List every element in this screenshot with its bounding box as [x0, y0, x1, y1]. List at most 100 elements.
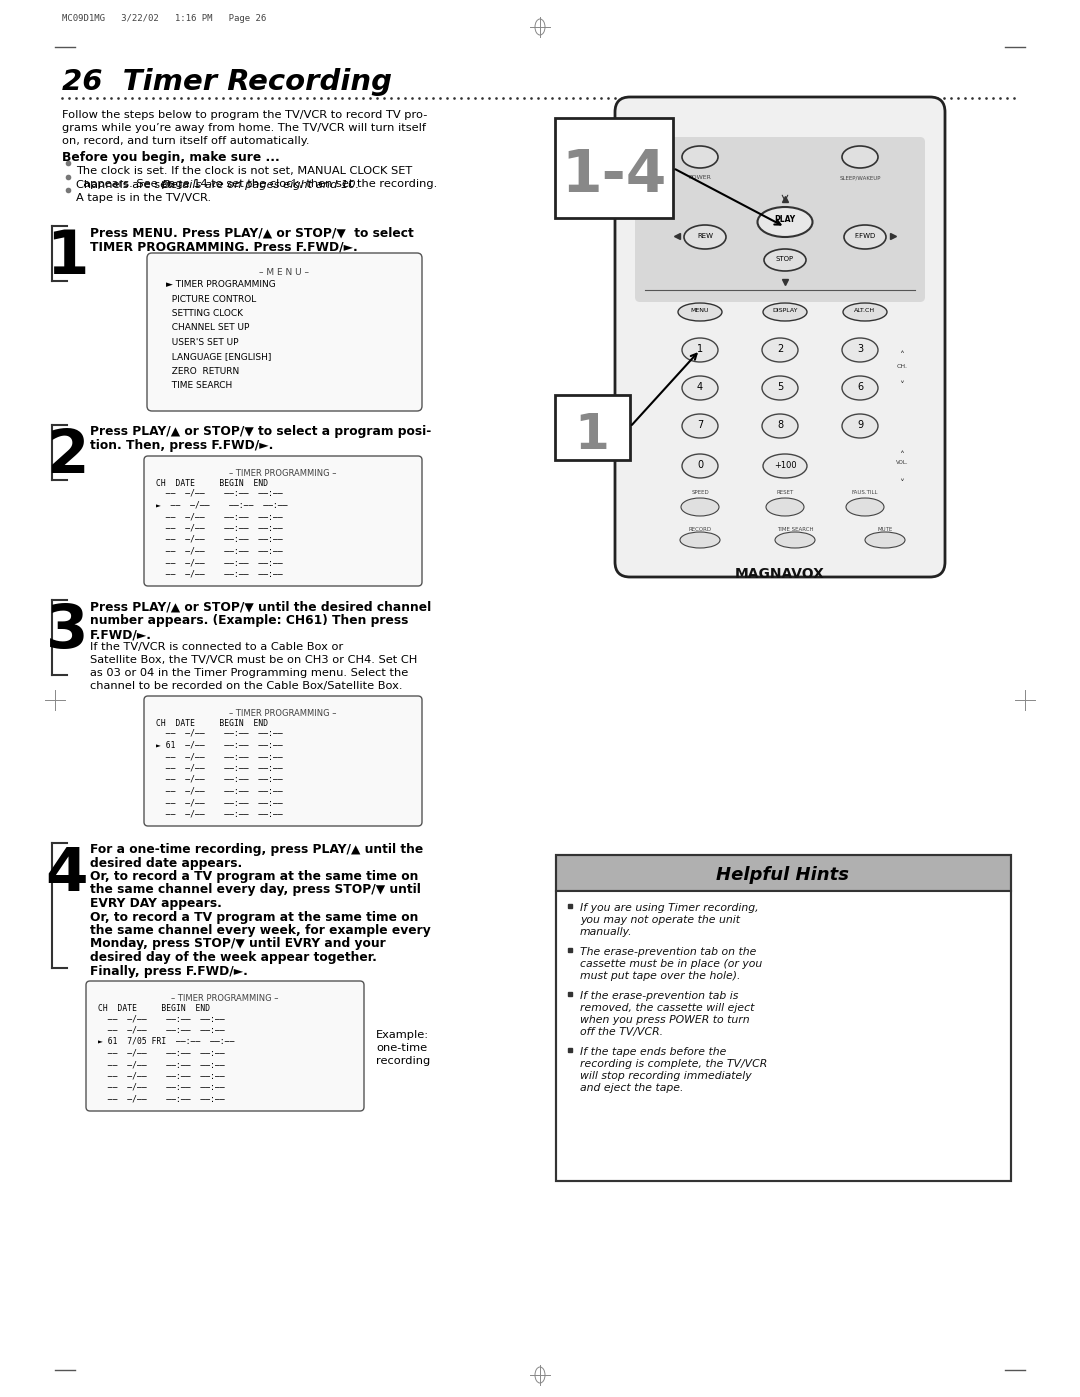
Ellipse shape: [681, 376, 718, 400]
Text: ALT.CH: ALT.CH: [854, 309, 876, 313]
Text: STOP: STOP: [775, 256, 794, 263]
Text: TIMER PROGRAMMING. Press F.FWD/►.: TIMER PROGRAMMING. Press F.FWD/►.: [90, 240, 357, 253]
Ellipse shape: [684, 225, 726, 249]
Ellipse shape: [842, 414, 878, 439]
Text: The clock is set. If the clock is not set, MANUAL CLOCK SET: The clock is set. If the clock is not se…: [76, 166, 413, 176]
Text: on, record, and turn itself off automatically.: on, record, and turn itself off automati…: [62, 136, 310, 147]
Text: ––  –/––    ––:––  ––:––: –– –/–– ––:–– ––:––: [156, 764, 283, 773]
Text: Press MENU. Press PLAY/▲ or STOP/▼  to select: Press MENU. Press PLAY/▲ or STOP/▼ to se…: [90, 226, 414, 239]
Text: – TIMER PROGRAMMING –: – TIMER PROGRAMMING –: [229, 710, 337, 718]
Text: CH  DATE     BEGIN  END: CH DATE BEGIN END: [98, 1004, 211, 1013]
Text: ► 61  –/––    ––:––  ––:––: ► 61 –/–– ––:–– ––:––: [156, 740, 283, 750]
Text: ––  –/––    ––:––  ––:––: –– –/–– ––:–– ––:––: [156, 809, 283, 819]
Ellipse shape: [680, 532, 720, 548]
Text: cassette must be in place (or you: cassette must be in place (or you: [580, 958, 762, 970]
Text: The erase-prevention tab on the: The erase-prevention tab on the: [580, 947, 756, 957]
Text: MC09D1MG   3/22/02   1:16 PM   Page 26: MC09D1MG 3/22/02 1:16 PM Page 26: [62, 14, 267, 22]
Text: CH  DATE     BEGIN  END: CH DATE BEGIN END: [156, 719, 268, 728]
Ellipse shape: [842, 338, 878, 362]
Text: as 03 or 04 in the Timer Programming menu. Select the: as 03 or 04 in the Timer Programming men…: [90, 668, 408, 678]
Ellipse shape: [681, 497, 719, 515]
Text: 6: 6: [856, 381, 863, 393]
Text: RECORD: RECORD: [688, 527, 712, 532]
Text: ––  –/––    ––:––  ––:––: –– –/–– ––:–– ––:––: [156, 511, 283, 521]
Text: one-time: one-time: [376, 1044, 427, 1053]
Text: desired date appears.: desired date appears.: [90, 856, 242, 869]
Text: 1: 1: [697, 344, 703, 353]
Text: 5: 5: [777, 381, 783, 393]
Text: recording: recording: [376, 1056, 430, 1066]
Text: Example:: Example:: [376, 1030, 429, 1039]
Ellipse shape: [762, 414, 798, 439]
Text: If the TV/VCR is connected to a Cable Box or: If the TV/VCR is connected to a Cable Bo…: [90, 643, 343, 652]
Text: 2: 2: [777, 344, 783, 353]
Text: Press PLAY/▲ or STOP/▼ until the desired channel: Press PLAY/▲ or STOP/▼ until the desired…: [90, 599, 431, 613]
Text: +100: +100: [773, 461, 796, 469]
Text: ––  –/––    ––:––  ––:––: –– –/–– ––:–– ––:––: [98, 1094, 225, 1104]
Text: SPEED: SPEED: [691, 490, 708, 495]
Text: Or, to record a TV program at the same time on: Or, to record a TV program at the same t…: [90, 911, 418, 923]
Text: ˅: ˅: [900, 479, 904, 489]
Text: Press PLAY/▲ or STOP/▼ to select a program posi-: Press PLAY/▲ or STOP/▼ to select a progr…: [90, 425, 431, 439]
Text: 3: 3: [856, 344, 863, 353]
FancyBboxPatch shape: [144, 455, 422, 585]
Text: SLEEP/WAKEUP: SLEEP/WAKEUP: [839, 175, 881, 180]
Text: off the TV/VCR.: off the TV/VCR.: [580, 1027, 663, 1037]
Text: – TIMER PROGRAMMING –: – TIMER PROGRAMMING –: [229, 469, 337, 478]
Text: ––  –/––    ––:––  ––:––: –– –/–– ––:–– ––:––: [156, 489, 283, 497]
Text: TIME SEARCH: TIME SEARCH: [166, 381, 232, 391]
Text: must put tape over the hole).: must put tape over the hole).: [580, 971, 741, 981]
Text: 9: 9: [856, 420, 863, 430]
Text: ► TIMER PROGRAMMING: ► TIMER PROGRAMMING: [166, 279, 275, 289]
Ellipse shape: [681, 454, 718, 478]
Ellipse shape: [681, 414, 718, 439]
Text: ––  –/––    ––:––  ––:––: –– –/–– ––:–– ––:––: [156, 570, 283, 578]
Text: 8: 8: [777, 420, 783, 430]
Text: ––  –/––    ––:––  ––:––: –– –/–– ––:–– ––:––: [98, 1060, 225, 1069]
Ellipse shape: [843, 225, 886, 249]
Text: Monday, press STOP/▼ until EVRY and your: Monday, press STOP/▼ until EVRY and your: [90, 937, 386, 950]
Text: ––  –/––    ––:––  ––:––: –– –/–– ––:–– ––:––: [156, 546, 283, 556]
Text: ˅: ˅: [900, 381, 904, 391]
Ellipse shape: [766, 497, 804, 515]
Ellipse shape: [762, 376, 798, 400]
Text: PLAY: PLAY: [774, 215, 796, 225]
Text: POWER: POWER: [689, 175, 712, 180]
Text: channel to be recorded on the Cable Box/Satellite Box.: channel to be recorded on the Cable Box/…: [90, 680, 403, 692]
Text: TIME SEARCH: TIME SEARCH: [777, 527, 813, 532]
Text: ˄: ˄: [900, 451, 904, 461]
Text: 4: 4: [45, 845, 89, 904]
Text: ––  –/––    ––:––  ––:––: –– –/–– ––:–– ––:––: [156, 524, 283, 532]
Text: ►  ––  –/––    ––:––  ––:––: ► –– –/–– ––:–– ––:––: [156, 500, 287, 510]
Text: ► 61  7/05 FRI  ––:––  ––:––: ► 61 7/05 FRI ––:–– ––:––: [98, 1037, 234, 1046]
Ellipse shape: [842, 147, 878, 168]
Text: ––  –/––    ––:––  ––:––: –– –/–– ––:–– ––:––: [98, 1049, 225, 1058]
Text: grams while you’re away from home. The TV/VCR will turn itself: grams while you’re away from home. The T…: [62, 123, 426, 133]
Text: Follow the steps below to program the TV/VCR to record TV pro-: Follow the steps below to program the TV…: [62, 110, 428, 120]
Text: CH  DATE     BEGIN  END: CH DATE BEGIN END: [156, 479, 268, 488]
Text: Satellite Box, the TV/VCR must be on CH3 or CH4. Set CH: Satellite Box, the TV/VCR must be on CH3…: [90, 655, 417, 665]
Bar: [556, 891, 1011, 1180]
Bar: [556, 855, 1011, 1180]
Text: ––  –/––    ––:––  ––:––: –– –/–– ––:–– ––:––: [156, 557, 283, 567]
Text: appears. See page 14 to set the clock, then set the recording.: appears. See page 14 to set the clock, t…: [76, 179, 437, 189]
Bar: [555, 117, 673, 218]
Ellipse shape: [757, 207, 812, 237]
Text: manually.: manually.: [580, 928, 633, 937]
Text: ––  –/––    ––:––  ––:––: –– –/–– ––:–– ––:––: [98, 1071, 225, 1080]
Ellipse shape: [764, 249, 806, 271]
Text: EVRY DAY appears.: EVRY DAY appears.: [90, 897, 221, 909]
Ellipse shape: [762, 454, 807, 478]
Text: F.FWD: F.FWD: [854, 233, 876, 239]
Text: ––  –/––    ––:––  ––:––: –– –/–– ––:–– ––:––: [156, 787, 283, 795]
Text: DISPLAY: DISPLAY: [772, 309, 798, 313]
Text: the same channel every day, press STOP/▼ until: the same channel every day, press STOP/▼…: [90, 883, 421, 897]
Text: SETTING CLOCK: SETTING CLOCK: [166, 309, 243, 319]
Text: If the erase-prevention tab is: If the erase-prevention tab is: [580, 990, 739, 1002]
Text: A tape is in the TV/VCR.: A tape is in the TV/VCR.: [76, 193, 211, 203]
Ellipse shape: [678, 303, 723, 321]
Bar: [555, 395, 630, 460]
Text: Helpful Hints: Helpful Hints: [716, 866, 850, 884]
Ellipse shape: [762, 303, 807, 321]
Text: If you are using Timer recording,: If you are using Timer recording,: [580, 902, 758, 914]
